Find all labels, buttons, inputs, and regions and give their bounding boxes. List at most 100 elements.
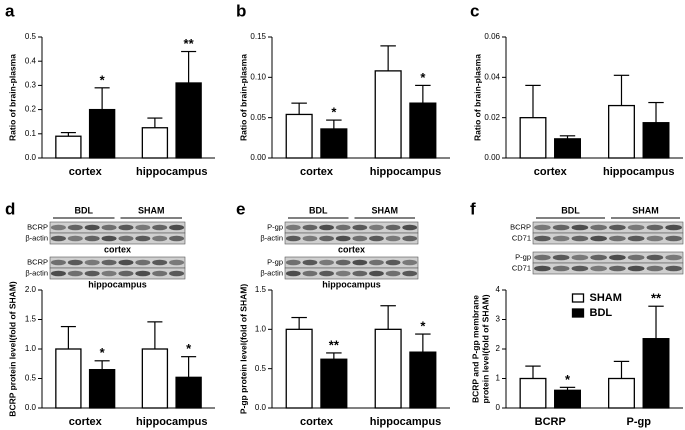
blot-band bbox=[402, 235, 418, 242]
bar bbox=[175, 376, 202, 409]
panel-label: d bbox=[5, 199, 15, 218]
bar bbox=[608, 104, 635, 159]
blot-band bbox=[285, 270, 301, 277]
x-tick-label: BCRP bbox=[535, 416, 566, 428]
blot-band bbox=[84, 224, 100, 231]
blot-band bbox=[352, 224, 368, 231]
blot-strip bbox=[49, 232, 186, 245]
blot-band bbox=[627, 224, 645, 231]
blot-strip bbox=[532, 232, 684, 245]
blot-band bbox=[67, 270, 83, 277]
panel-label: f bbox=[470, 199, 476, 218]
bar bbox=[320, 128, 348, 159]
y-tick-label: 0.0 bbox=[25, 153, 37, 162]
blot-band bbox=[534, 235, 551, 242]
y-tick-label: 2 bbox=[496, 344, 501, 353]
blot-band bbox=[609, 235, 626, 242]
significance: * bbox=[565, 372, 571, 387]
blot-caption: cortex bbox=[338, 244, 365, 254]
blot-band bbox=[534, 265, 551, 272]
blot-band bbox=[302, 259, 318, 266]
blot-row-label: CD71 bbox=[512, 233, 531, 242]
y-tick-label: 0.10 bbox=[250, 72, 266, 81]
bar bbox=[285, 328, 313, 409]
y-tick-label: 0.2 bbox=[25, 105, 37, 114]
blot-caption: hippocampus bbox=[88, 279, 147, 289]
blot-caption: hippocampus bbox=[322, 279, 381, 289]
blot-band bbox=[552, 224, 570, 231]
x-tick-label: cortex bbox=[69, 416, 103, 428]
blot-band bbox=[627, 235, 645, 242]
blot-band bbox=[335, 224, 351, 231]
blot-group-label: BDL bbox=[309, 205, 328, 215]
blot-band bbox=[67, 259, 83, 266]
blot-band bbox=[352, 259, 368, 266]
blot-band bbox=[352, 235, 368, 242]
blot-band bbox=[101, 224, 117, 231]
y-axis-label: Ratio of brain-plasma bbox=[238, 54, 248, 141]
blot-row-label: β-actin bbox=[260, 268, 283, 277]
blot-band bbox=[50, 259, 66, 266]
y-axis-label: Ratio of brain-plasma bbox=[7, 54, 17, 141]
blot-group-label: SHAM bbox=[372, 205, 399, 215]
legend-swatch bbox=[571, 293, 585, 303]
legend-label: SHAM bbox=[590, 292, 622, 304]
blot-band bbox=[302, 235, 318, 242]
blot-group-label: BDL bbox=[561, 205, 580, 215]
bar bbox=[642, 338, 670, 409]
y-tick-label: 2.0 bbox=[25, 285, 37, 294]
blot-band bbox=[135, 224, 151, 231]
x-tick-label: hippocampus bbox=[136, 416, 208, 428]
blot-band bbox=[646, 254, 664, 261]
blot-band bbox=[118, 259, 134, 266]
y-tick-label: 1.0 bbox=[25, 344, 37, 353]
blot-band bbox=[646, 265, 664, 272]
blot-strip bbox=[532, 262, 684, 275]
blot-band bbox=[335, 259, 351, 266]
bar bbox=[608, 377, 635, 409]
y-tick-label: 0.0 bbox=[25, 403, 37, 412]
panel-label: b bbox=[236, 1, 246, 20]
blot-band bbox=[590, 254, 607, 261]
y-tick-label: 1 bbox=[496, 374, 501, 383]
y-tick-label: 0.5 bbox=[25, 32, 37, 41]
blot-band bbox=[135, 259, 151, 266]
blot-band bbox=[646, 224, 664, 231]
blot-row-label: P-gp bbox=[267, 257, 283, 266]
bar bbox=[141, 348, 169, 409]
y-tick-label: 0.0 bbox=[255, 403, 267, 412]
blot-band bbox=[609, 265, 626, 272]
x-tick-label: cortex bbox=[69, 166, 103, 178]
blot-row-label: CD71 bbox=[512, 263, 531, 272]
blot-band bbox=[552, 254, 570, 261]
blot-band bbox=[152, 224, 168, 231]
blot-band bbox=[609, 254, 626, 261]
significance: * bbox=[186, 341, 192, 356]
blot-row-label: BCRP bbox=[27, 222, 48, 231]
blot-row-label: β-actin bbox=[260, 233, 283, 242]
panel-label: e bbox=[236, 199, 245, 218]
y-tick-label: 0.5 bbox=[25, 374, 37, 383]
blot-band bbox=[369, 270, 384, 277]
bar bbox=[285, 113, 313, 159]
bar bbox=[409, 102, 437, 159]
bar bbox=[374, 70, 402, 159]
blot-band bbox=[609, 224, 626, 231]
blot-band bbox=[169, 270, 185, 277]
blot-band bbox=[118, 224, 134, 231]
blot-band bbox=[50, 270, 66, 277]
significance: * bbox=[331, 105, 337, 120]
blot-band bbox=[319, 270, 334, 277]
blot-band bbox=[335, 270, 351, 277]
bar bbox=[374, 328, 402, 409]
blot-group-label: BDL bbox=[75, 205, 94, 215]
panel-label: c bbox=[470, 1, 479, 20]
blot-band bbox=[169, 224, 185, 231]
blot-band bbox=[665, 265, 682, 272]
blot-band bbox=[118, 270, 134, 277]
blot-band bbox=[627, 265, 645, 272]
blot-band bbox=[571, 235, 589, 242]
blot-band bbox=[552, 265, 570, 272]
y-tick-label: 1.5 bbox=[255, 285, 267, 294]
